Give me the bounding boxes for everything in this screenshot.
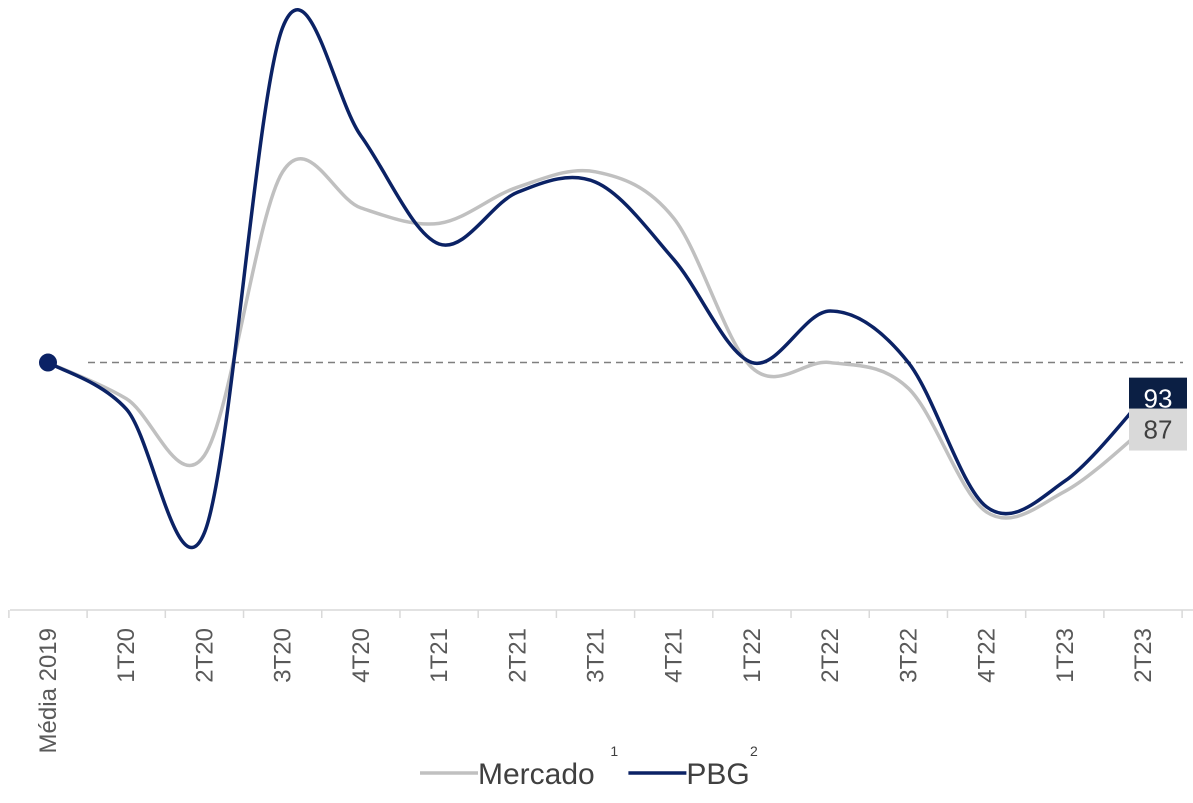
end-label-box-mercado [1129, 408, 1187, 451]
x-tick-label: 2T23 [1130, 628, 1157, 683]
series-line-pbg [47, 8, 1145, 550]
end-label-value-mercado: 87 [1144, 415, 1173, 445]
x-tick-label: Média 2019 [35, 628, 62, 753]
x-tick-label: 1T20 [113, 628, 140, 683]
x-tick-label: 2T22 [817, 628, 844, 683]
x-axis-labels: Média 2019 1T20 2T20 3T20 4T20 1T21 2T21 3T21 4T… [35, 628, 1157, 753]
legend-label-mercado: Mercado [478, 758, 595, 791]
x-tick-label: 1T23 [1052, 628, 1079, 683]
legend-label-pbg: PBG [686, 758, 749, 791]
x-tick-label: 4T21 [661, 628, 688, 683]
legend-footnote-mercado: 1 [610, 743, 618, 759]
legend-footnote-pbg: 2 [750, 743, 758, 759]
x-tick-label: 2T20 [191, 628, 218, 683]
x-tick-label: 3T22 [895, 628, 922, 683]
start-point-marker [39, 353, 57, 372]
x-tick-label: 4T22 [974, 628, 1001, 683]
x-tick-label: 3T21 [583, 628, 610, 683]
x-tick-label: 3T20 [270, 628, 297, 683]
x-tick-label: 4T20 [348, 628, 375, 683]
series-line-mercado [47, 157, 1145, 520]
x-tick-label: 2T21 [504, 628, 531, 683]
x-tick-label: 1T22 [739, 628, 766, 683]
x-tick-label: 1T21 [426, 628, 453, 683]
x-axis-ticks [8, 610, 1183, 618]
series-lines [39, 8, 1145, 550]
